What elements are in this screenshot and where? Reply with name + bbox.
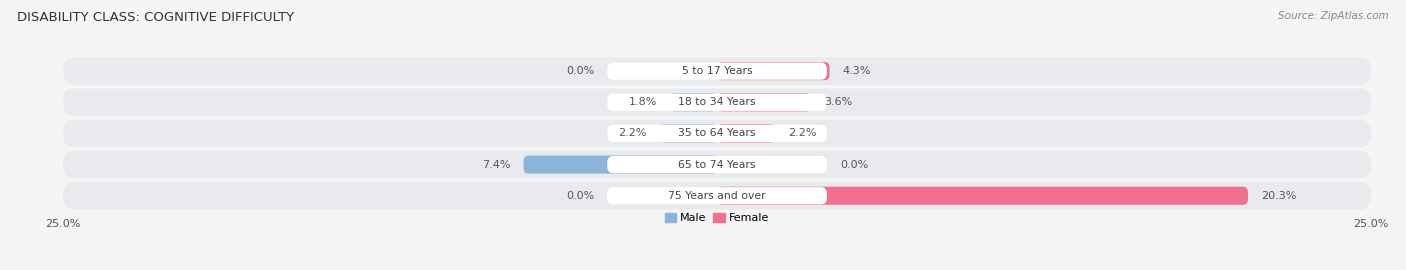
Text: 1.8%: 1.8% [628,97,657,107]
Text: 2.2%: 2.2% [787,129,815,139]
FancyBboxPatch shape [63,151,1371,178]
Legend: Male, Female: Male, Female [665,213,769,223]
FancyBboxPatch shape [717,124,775,143]
FancyBboxPatch shape [607,187,827,204]
FancyBboxPatch shape [607,63,827,80]
Text: 0.0%: 0.0% [565,191,595,201]
Text: 65 to 74 Years: 65 to 74 Years [678,160,756,170]
FancyBboxPatch shape [63,120,1371,147]
Text: 5 to 17 Years: 5 to 17 Years [682,66,752,76]
Text: 35 to 64 Years: 35 to 64 Years [678,129,756,139]
Text: 0.0%: 0.0% [565,66,595,76]
Text: Source: ZipAtlas.com: Source: ZipAtlas.com [1278,11,1389,21]
FancyBboxPatch shape [607,125,827,142]
FancyBboxPatch shape [607,94,827,111]
FancyBboxPatch shape [671,93,717,111]
Text: 4.3%: 4.3% [842,66,870,76]
Text: DISABILITY CLASS: COGNITIVE DIFFICULTY: DISABILITY CLASS: COGNITIVE DIFFICULTY [17,11,294,24]
FancyBboxPatch shape [717,62,830,80]
FancyBboxPatch shape [63,182,1371,210]
Text: 0.0%: 0.0% [839,160,869,170]
Text: 7.4%: 7.4% [482,160,510,170]
FancyBboxPatch shape [717,93,811,111]
Text: 18 to 34 Years: 18 to 34 Years [678,97,756,107]
FancyBboxPatch shape [63,89,1371,116]
FancyBboxPatch shape [659,124,717,143]
FancyBboxPatch shape [607,156,827,173]
Text: 20.3%: 20.3% [1261,191,1296,201]
Text: 75 Years and over: 75 Years and over [668,191,766,201]
Text: 2.2%: 2.2% [619,129,647,139]
FancyBboxPatch shape [523,156,717,174]
FancyBboxPatch shape [63,58,1371,85]
Text: 3.6%: 3.6% [824,97,852,107]
FancyBboxPatch shape [717,187,1249,205]
